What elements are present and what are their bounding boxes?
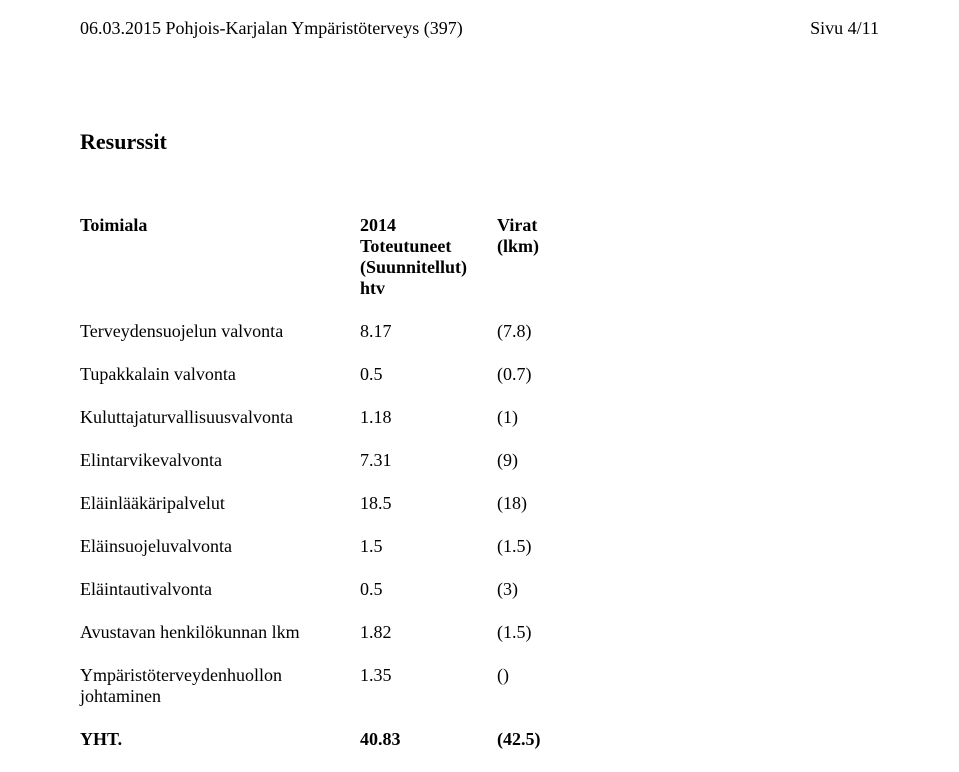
col-header-toteutuneet: 2014 Toteutuneet (Suunnitellut) htv [360,215,467,321]
table-row: Avustavan henkilökunnan lkm 1.82 (1.5) [80,622,617,665]
row-label: Terveydensuojelun valvonta [80,321,360,364]
table-row: Eläinsuojeluvalvonta 1.5 (1.5) [80,536,617,579]
row-value-1: 0.5 [360,579,467,622]
table-row: Kuluttajaturvallisuusvalvonta 1.18 (1) [80,407,617,450]
table-header-row: Toimiala 2014 Toteutuneet (Suunnitellut)… [80,215,617,321]
table-row-total: YHT. 40.83 (42.5) [80,729,617,772]
col-header-toteutuneet-line2: (Suunnitellut) [360,257,467,277]
table-row: Terveydensuojelun valvonta 8.17 (7.8) [80,321,617,364]
row-value-2: (1) [467,407,617,450]
row-value-2: () [467,665,617,729]
page: 06.03.2015 Pohjois-Karjalan Ympäristöter… [0,0,959,756]
row-label: Eläinlääkäripalvelut [80,493,360,536]
col-header-virat: Virat (lkm) [467,215,617,321]
col-header-toimiala: Toimiala [80,215,360,321]
row-value-2: (1.5) [467,622,617,665]
row-value-2: (7.8) [467,321,617,364]
col-header-virat-line1: Virat [497,215,537,235]
page-header: 06.03.2015 Pohjois-Karjalan Ympäristöter… [80,18,879,39]
row-label-line2: johtaminen [80,686,161,706]
header-left: 06.03.2015 Pohjois-Karjalan Ympäristöter… [80,18,463,39]
row-label: Ympäristöterveydenhuollon johtaminen [80,665,360,729]
row-label-line1: Ympäristöterveydenhuollon [80,665,282,685]
row-value-2: (9) [467,450,617,493]
row-value-1: 8.17 [360,321,467,364]
table-row: Elintarvikevalvonta 7.31 (9) [80,450,617,493]
row-value-1: 18.5 [360,493,467,536]
row-label: Tupakkalain valvonta [80,364,360,407]
resources-table: Toimiala 2014 Toteutuneet (Suunnitellut)… [80,215,617,772]
row-label: Avustavan henkilökunnan lkm [80,622,360,665]
row-value-1: 7.31 [360,450,467,493]
row-value-1: 1.35 [360,665,467,729]
header-right: Sivu 4/11 [810,18,879,39]
total-value-2: (42.5) [467,729,617,772]
row-value-2: (0.7) [467,364,617,407]
table-row: Eläinlääkäripalvelut 18.5 (18) [80,493,617,536]
row-value-2: (18) [467,493,617,536]
table-row: Tupakkalain valvonta 0.5 (0.7) [80,364,617,407]
col-header-virat-line2: (lkm) [497,236,539,256]
total-value-1: 40.83 [360,729,467,772]
row-value-1: 1.5 [360,536,467,579]
row-value-1: 1.82 [360,622,467,665]
table-row-ymp: Ympäristöterveydenhuollon johtaminen 1.3… [80,665,617,729]
total-label: YHT. [80,729,360,772]
row-value-1: 1.18 [360,407,467,450]
row-label: Elintarvikevalvonta [80,450,360,493]
row-label: Eläintautivalvonta [80,579,360,622]
row-label: Kuluttajaturvallisuusvalvonta [80,407,360,450]
col-header-toteutuneet-line1: 2014 Toteutuneet [360,215,451,256]
row-value-1: 0.5 [360,364,467,407]
row-value-2: (3) [467,579,617,622]
col-header-toteutuneet-line3: htv [360,278,385,298]
row-label: Eläinsuojeluvalvonta [80,536,360,579]
table-row: Eläintautivalvonta 0.5 (3) [80,579,617,622]
section-title: Resurssit [80,129,879,155]
row-value-2: (1.5) [467,536,617,579]
